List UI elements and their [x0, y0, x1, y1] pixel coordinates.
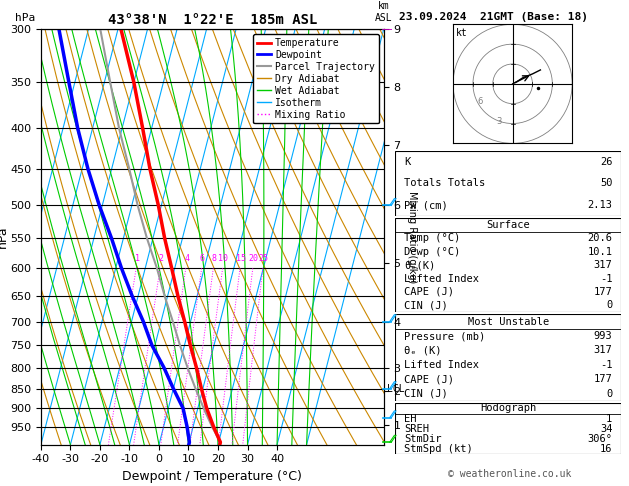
Text: CAPE (J): CAPE (J) [404, 287, 454, 297]
Text: 15: 15 [236, 254, 246, 262]
Text: 0: 0 [606, 300, 613, 311]
Text: 317: 317 [594, 346, 613, 355]
Text: Temp (°C): Temp (°C) [404, 233, 460, 243]
Y-axis label: hPa: hPa [0, 226, 9, 248]
Text: 10: 10 [218, 254, 228, 262]
Text: Totals Totals: Totals Totals [404, 178, 486, 189]
Text: 177: 177 [594, 287, 613, 297]
Text: Dewp (°C): Dewp (°C) [404, 247, 460, 257]
Text: 25: 25 [259, 254, 269, 262]
Text: Lifted Index: Lifted Index [404, 360, 479, 370]
Text: -1: -1 [600, 274, 613, 283]
Text: CIN (J): CIN (J) [404, 389, 448, 399]
Text: SREH: SREH [404, 424, 429, 434]
Text: 20.6: 20.6 [587, 233, 613, 243]
Text: 8: 8 [211, 254, 216, 262]
Text: 0: 0 [606, 389, 613, 399]
X-axis label: Dewpoint / Temperature (°C): Dewpoint / Temperature (°C) [123, 470, 302, 483]
Text: 6: 6 [477, 97, 482, 105]
Text: 6: 6 [200, 254, 205, 262]
Text: 2: 2 [159, 254, 164, 262]
Text: 317: 317 [594, 260, 613, 270]
Text: EH: EH [404, 414, 416, 424]
Text: Pressure (mb): Pressure (mb) [404, 331, 486, 341]
Text: CAPE (J): CAPE (J) [404, 374, 454, 384]
Text: -1: -1 [600, 360, 613, 370]
Text: Surface: Surface [486, 220, 530, 230]
Text: 177: 177 [594, 374, 613, 384]
Text: 50: 50 [600, 178, 613, 189]
Text: StmSpd (kt): StmSpd (kt) [404, 444, 473, 454]
Text: 3: 3 [497, 117, 502, 125]
Text: Hodograph: Hodograph [480, 403, 537, 414]
Y-axis label: Mixing Ratio (g/kg): Mixing Ratio (g/kg) [407, 191, 417, 283]
Text: 20: 20 [248, 254, 259, 262]
Text: 34: 34 [600, 424, 613, 434]
Text: Lifted Index: Lifted Index [404, 274, 479, 283]
Text: © weatheronline.co.uk: © weatheronline.co.uk [448, 469, 571, 479]
Title: 43°38'N  1°22'E  185m ASL: 43°38'N 1°22'E 185m ASL [108, 13, 317, 27]
Text: 26: 26 [600, 156, 613, 167]
Text: 2.13: 2.13 [587, 200, 613, 210]
Text: 993: 993 [594, 331, 613, 341]
Text: PW (cm): PW (cm) [404, 200, 448, 210]
Text: K: K [404, 156, 410, 167]
Text: θₑ(K): θₑ(K) [404, 260, 435, 270]
Text: 1: 1 [606, 414, 613, 424]
Legend: Temperature, Dewpoint, Parcel Trajectory, Dry Adiabat, Wet Adiabat, Isotherm, Mi: Temperature, Dewpoint, Parcel Trajectory… [253, 34, 379, 123]
Text: 306°: 306° [587, 434, 613, 444]
Text: θₑ (K): θₑ (K) [404, 346, 442, 355]
Text: kt: kt [455, 28, 467, 38]
Text: hPa: hPa [15, 13, 35, 23]
Text: 10.1: 10.1 [587, 247, 613, 257]
Text: 4: 4 [184, 254, 189, 262]
Text: 1: 1 [135, 254, 140, 262]
Text: StmDir: StmDir [404, 434, 442, 444]
Text: CIN (J): CIN (J) [404, 300, 448, 311]
Text: km
ASL: km ASL [375, 1, 392, 23]
Text: 16: 16 [600, 444, 613, 454]
Text: Most Unstable: Most Unstable [467, 317, 549, 327]
Text: 23.09.2024  21GMT (Base: 18): 23.09.2024 21GMT (Base: 18) [399, 12, 588, 22]
Text: LCL: LCL [387, 383, 404, 394]
